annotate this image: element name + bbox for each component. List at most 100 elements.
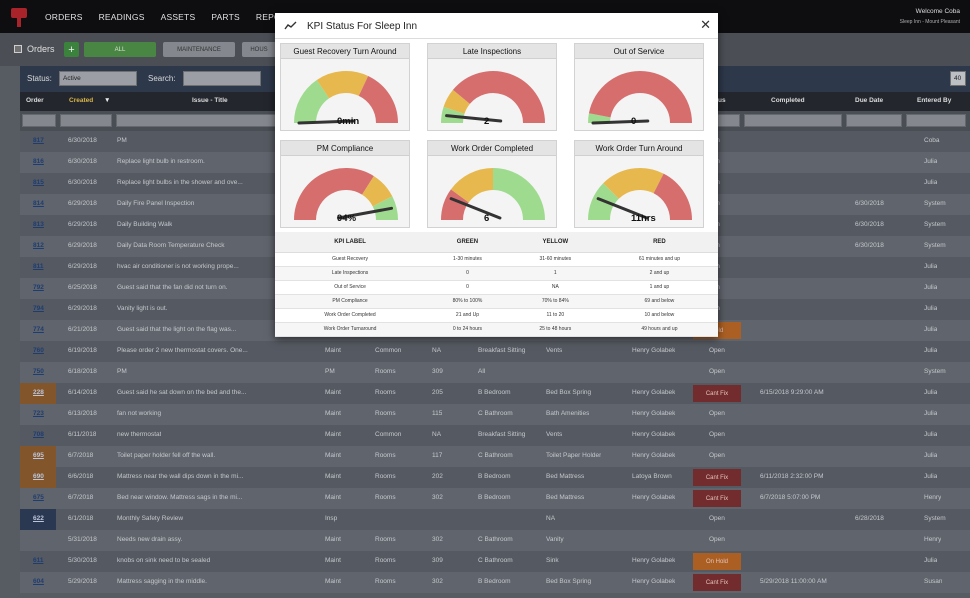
cell-order[interactable]: 812 — [33, 242, 44, 249]
due-filter[interactable] — [846, 114, 902, 127]
table-row[interactable]: 695 6/7/2018 Toilet paper holder fell off … — [20, 446, 970, 467]
gauge-band-red — [588, 71, 692, 124]
kpi-title: Work Order Completed — [428, 141, 556, 156]
kpi-value: 0 — [631, 116, 637, 127]
filter-housekeeping-button[interactable]: HOUS — [242, 42, 276, 57]
cell-order[interactable]: 794 — [33, 305, 44, 312]
cell-entered: Henry — [924, 536, 942, 543]
cell-completed: 6/7/2018 5:07:00 PM — [760, 494, 821, 501]
cell-assigned: Henry Golabek — [632, 494, 676, 501]
cell-entered: System — [924, 242, 946, 249]
cell-item: NA — [546, 515, 556, 522]
cell-type: Insp — [325, 515, 338, 522]
cell-status: Open — [709, 536, 725, 543]
status-badge: On Hold — [693, 553, 741, 570]
status-badge: Cant Fix — [693, 469, 741, 486]
table-row[interactable]: 723 6/13/2018 fan not working Maint Rooms 115… — [20, 404, 970, 425]
nav-assets[interactable]: ASSETS — [160, 11, 196, 22]
cell-order[interactable]: 723 — [33, 410, 44, 417]
cell-order[interactable]: 690 — [33, 473, 44, 480]
completed-filter[interactable] — [744, 114, 842, 127]
cell-order[interactable]: 611 — [33, 557, 44, 564]
cell-completed: 5/29/2018 11:00:00 AM — [760, 578, 827, 585]
filter-maintenance-button[interactable]: MAINTENANCE — [163, 42, 235, 57]
created-filter[interactable] — [60, 114, 112, 127]
col-entered-by[interactable]: Entered By — [917, 97, 952, 104]
gauge-needle — [297, 119, 356, 125]
user-welcome[interactable]: Welcome Coba Sleep Inn - Mount Pleasant — [900, 7, 960, 27]
cell-order[interactable]: 811 — [33, 263, 44, 270]
cell-created: 6/11/2018 — [68, 431, 97, 438]
table-row[interactable]: 622 6/1/2018 Monthly Safety Review Insp NA Op… — [20, 509, 970, 530]
orders-heading: Orders — [14, 44, 55, 54]
table-row[interactable]: 690 6/6/2018 Mattress near the wall dips d… — [20, 467, 970, 488]
cell-created: 6/13/2018 — [68, 410, 97, 417]
nav-readings[interactable]: READINGS — [98, 11, 145, 22]
col-issue-title[interactable]: Issue - Title — [192, 97, 228, 104]
cell-entered: System — [924, 200, 946, 207]
cell-assigned: Henry Golabek — [632, 389, 676, 396]
cell-area: Breakfast Sitting — [478, 347, 526, 354]
cell-order[interactable]: 750 — [33, 368, 44, 375]
cell-area: C Bathroom — [478, 557, 513, 564]
gauge-needle — [591, 119, 650, 125]
entered-filter[interactable] — [906, 114, 966, 127]
cell-order[interactable]: 817 — [33, 137, 44, 144]
cell-item: Bed Box Spring — [546, 389, 592, 396]
cell-order[interactable]: 695 — [33, 452, 44, 459]
table-row[interactable]: 604 5/29/2018 Mattress sagging in the midd… — [20, 572, 970, 593]
table-row[interactable]: 708 6/11/2018 new thermostat Maint Common NA B… — [20, 425, 970, 446]
cell-cat: Rooms — [375, 389, 396, 396]
cell-order[interactable]: 604 — [33, 578, 44, 585]
col-status[interactable]: us — [718, 97, 726, 104]
cell-entered: Susan — [924, 578, 943, 585]
cell-type: PM — [325, 368, 335, 375]
kpi-red: 49 hours and up — [600, 322, 718, 337]
logo-icon[interactable] — [5, 5, 33, 29]
cell-cat: Common — [375, 431, 402, 438]
cell-order[interactable]: 816 — [33, 158, 44, 165]
add-order-button[interactable]: + — [64, 42, 79, 57]
gauge-band-yellow — [316, 71, 369, 99]
table-row[interactable]: 750 6/18/2018 PM PM Rooms 309 All Open System — [20, 362, 970, 383]
filter-all-button[interactable]: ALL — [84, 42, 156, 57]
order-highlight — [20, 509, 56, 530]
cell-order[interactable]: 760 — [33, 347, 44, 354]
table-row[interactable]: 228 6/14/2018 Guest said he sat down on th… — [20, 383, 970, 404]
col-completed[interactable]: Completed — [771, 97, 805, 104]
sort-desc-icon[interactable]: ▼ — [104, 97, 111, 104]
table-row[interactable]: 5/31/2018 Needs new drain assy. Maint Rooms… — [20, 530, 970, 551]
col-order[interactable]: Order — [26, 97, 44, 104]
cell-created: 6/29/2018 — [68, 200, 97, 207]
cell-created: 6/18/2018 — [68, 368, 97, 375]
cell-order[interactable]: 814 — [33, 200, 44, 207]
col-created[interactable]: Created — [69, 97, 94, 104]
cell-entered: Julia — [924, 305, 938, 312]
nav-parts[interactable]: PARTS — [211, 11, 240, 22]
cell-order[interactable]: 815 — [33, 179, 44, 186]
table-row[interactable]: 611 5/30/2018 knobs on sink need to be sea… — [20, 551, 970, 572]
close-icon[interactable]: ✕ — [700, 17, 711, 32]
cell-order[interactable]: 774 — [33, 326, 44, 333]
cell-order[interactable]: 708 — [33, 431, 44, 438]
table-row[interactable]: 675 6/7/2018 Bed near window. Mattress sag… — [20, 488, 970, 509]
cell-order[interactable]: 622 — [33, 515, 44, 522]
kpi-value: 94% — [337, 213, 357, 224]
kpi-label: Out of Service — [275, 280, 426, 295]
cell-order[interactable]: 792 — [33, 284, 44, 291]
cell-order[interactable]: 228 — [33, 389, 44, 396]
search-select[interactable] — [183, 71, 261, 86]
cell-cat: Rooms — [375, 536, 396, 543]
page-size-select[interactable]: 40 — [950, 71, 966, 86]
cell-order[interactable]: 675 — [33, 494, 44, 501]
col-due-date[interactable]: Due Date — [855, 97, 884, 104]
table-row[interactable]: 760 6/19/2018 Please order 2 new thermosta… — [20, 341, 970, 362]
page-title: Orders — [27, 44, 55, 54]
cell-created: 6/30/2018 — [68, 179, 97, 186]
cell-order[interactable]: 813 — [33, 221, 44, 228]
nav-orders[interactable]: ORDERS — [45, 11, 83, 22]
status-select[interactable]: Active — [59, 71, 137, 86]
order-filter[interactable] — [22, 114, 56, 127]
cell-assigned: Henry Golabek — [632, 557, 676, 564]
cell-title: Mattress sagging in the middle. — [117, 578, 207, 585]
